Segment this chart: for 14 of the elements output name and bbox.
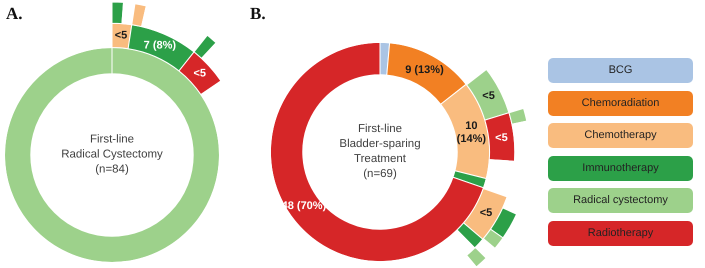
text: First-line Radical Cystectomy (n=84) bbox=[61, 132, 163, 178]
data-label: 7 (8%) bbox=[144, 39, 176, 52]
chart-title: A. bbox=[6, 4, 23, 24]
category-label: Radiotherapy bbox=[548, 220, 693, 246]
category-label: Radical cystectomy bbox=[548, 188, 693, 213]
category-label: Immunotherapy bbox=[548, 156, 693, 180]
data-label: <5 bbox=[495, 132, 508, 144]
data-label: <5 bbox=[480, 206, 492, 219]
category-label: Chemotherapy bbox=[548, 123, 693, 148]
data-label: <5 bbox=[114, 30, 128, 42]
category-label: BCG bbox=[548, 58, 693, 83]
data-label: <5 bbox=[482, 90, 495, 102]
data-label: <5 bbox=[193, 68, 206, 80]
category-label: Chemoradiation bbox=[548, 90, 693, 116]
